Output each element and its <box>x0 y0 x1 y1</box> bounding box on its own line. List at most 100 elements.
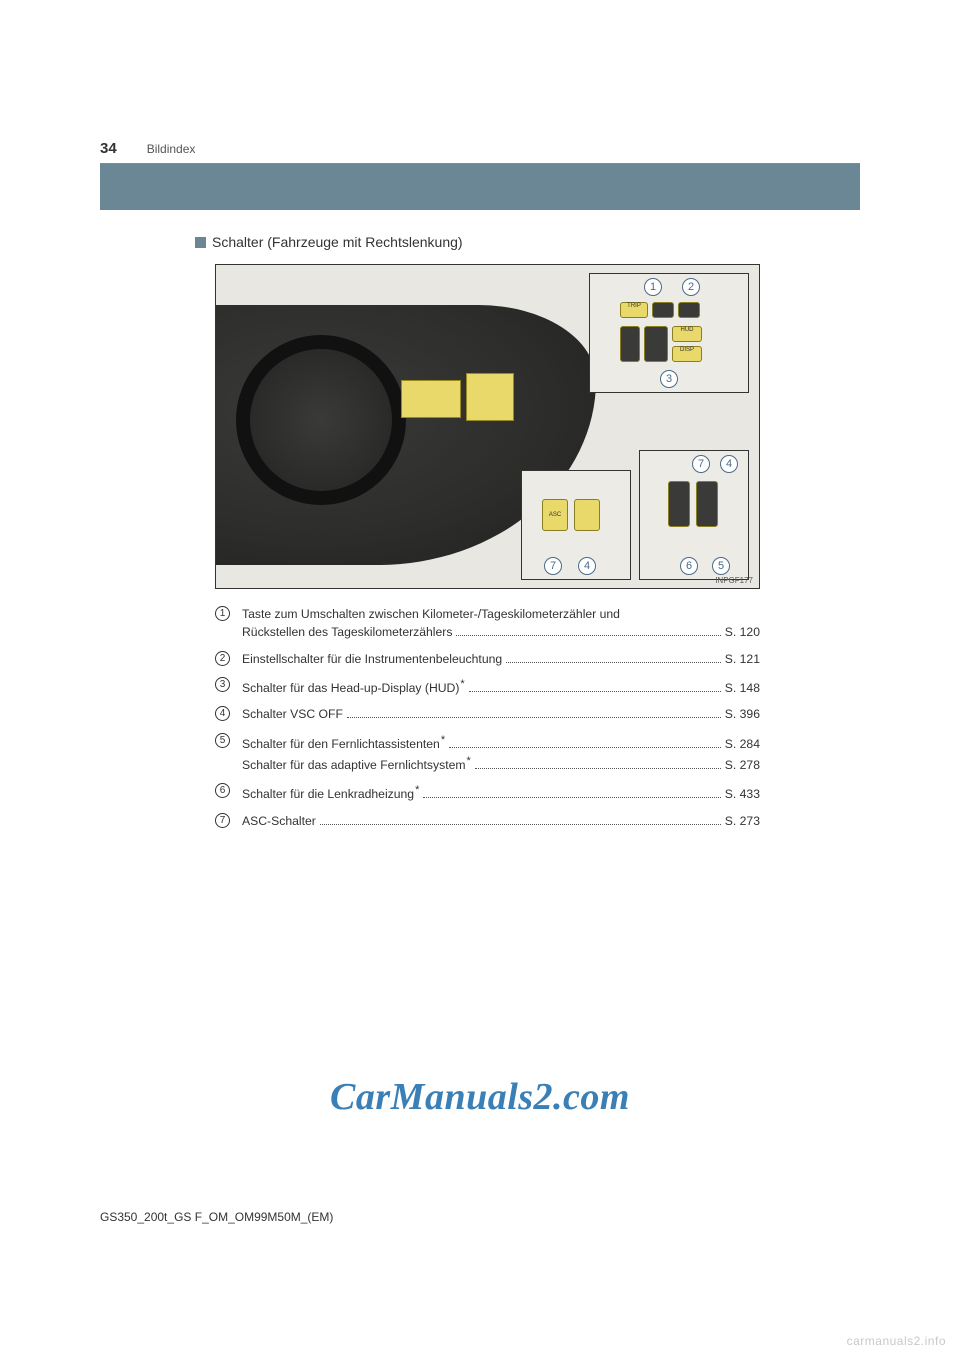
corner-watermark: carmanuals2.info <box>847 1334 946 1348</box>
index-item: 4 Schalter VSC OFF S. 396 <box>215 705 760 723</box>
callout-circle: 7 <box>692 455 710 473</box>
index-line: Schalter VSC OFF S. 396 <box>242 705 760 723</box>
footer-document-code: GS350_200t_GS F_OM_OM99M50M_(EM) <box>100 1210 333 1224</box>
index-line: ASC-Schalter S. 273 <box>242 812 760 830</box>
page-number: 34 <box>100 140 117 157</box>
index-body: Schalter für die Lenkradheizung* S. 433 <box>242 782 760 803</box>
vsc-off-button-icon <box>574 499 600 531</box>
switch-column-icon <box>668 481 690 527</box>
index-line: Schalter für den Fernlichtassistenten* S… <box>242 732 760 753</box>
index-number-circle: 1 <box>215 606 230 621</box>
callout-circle: 2 <box>682 278 700 296</box>
index-number-circle: 3 <box>215 677 230 692</box>
index-item: 1 Taste zum Umschalten zwischen Kilomete… <box>215 605 760 642</box>
footnote-star-icon: * <box>415 784 419 796</box>
index-text-inner: Schalter für das adaptive Fernlichtsyste… <box>242 758 466 772</box>
index-number-circle: 2 <box>215 651 230 666</box>
index-text-inner: Schalter für das Head-up-Display (HUD) <box>242 681 459 695</box>
footnote-star-icon: * <box>441 734 445 746</box>
index-line: Schalter für das adaptive Fernlichtsyste… <box>242 753 760 774</box>
footnote-star-icon: * <box>460 678 464 690</box>
index-body: Schalter für das Head-up-Display (HUD)* … <box>242 676 760 697</box>
callout-circle: 7 <box>544 557 562 575</box>
index-number-circle: 6 <box>215 783 230 798</box>
index-text-inner: Schalter für den Fernlichtassistenten <box>242 737 440 751</box>
leader-dots <box>347 717 721 718</box>
header-section-label: Bildindex <box>147 142 196 156</box>
footnote-star-icon: * <box>467 755 471 767</box>
index-page-ref: S. 433 <box>725 785 760 803</box>
dim-down-icon <box>652 302 674 318</box>
index-number-circle: 5 <box>215 733 230 748</box>
steering-wheel-icon <box>236 335 406 505</box>
callout-circle: 5 <box>712 557 730 575</box>
index-text: Schalter VSC OFF <box>242 705 343 723</box>
index-text: ASC-Schalter <box>242 812 316 830</box>
index-line: Rückstellen des Tageskilometerzählers S.… <box>242 623 760 641</box>
leader-dots <box>423 797 720 798</box>
index-item: 5 Schalter für den Fernlichtassistenten*… <box>215 732 760 775</box>
index-page-ref: S. 284 <box>725 735 760 753</box>
index-text: Schalter für den Fernlichtassistenten* <box>242 732 445 753</box>
index-line: Schalter für die Lenkradheizung* S. 433 <box>242 782 760 803</box>
index-body: Einstellschalter für die Instrumentenbel… <box>242 650 760 668</box>
dim-up-icon <box>678 302 700 318</box>
index-body: Schalter für den Fernlichtassistenten* S… <box>242 732 760 775</box>
index-item: 3 Schalter für das Head-up-Display (HUD)… <box>215 676 760 697</box>
leader-dots <box>469 691 721 692</box>
section-title: Schalter (Fahrzeuge mit Rechtslenkung) <box>195 234 860 250</box>
manual-page: 34 Bildindex Schalter (Fahrzeuge mit Rec… <box>100 140 860 838</box>
index-item: 2 Einstellschalter für die Instrumentenb… <box>215 650 760 668</box>
switch-column-icon <box>696 481 718 527</box>
hud-button-icon: HUD <box>672 326 702 342</box>
display-button-icon <box>644 326 668 362</box>
index-text-inner: Schalter für die Lenkradheizung <box>242 787 414 801</box>
index-text: Rückstellen des Tageskilometerzählers <box>242 623 452 641</box>
index-item: 7 ASC-Schalter S. 273 <box>215 812 760 830</box>
dashboard-figure: TRIP HUD DISP 1 2 3 ASC 7 4 7 4 6 5 I <box>215 264 760 589</box>
index-body: Schalter VSC OFF S. 396 <box>242 705 760 723</box>
asc-button-icon: ASC <box>542 499 568 531</box>
grey-header-bar <box>100 164 860 210</box>
callout-circle: 4 <box>578 557 596 575</box>
callout-panel-right: 7 4 6 5 <box>639 450 749 580</box>
trip-button-icon: TRIP <box>620 302 648 318</box>
index-page-ref: S. 120 <box>725 623 760 641</box>
index-item: 6 Schalter für die Lenkradheizung* S. 43… <box>215 782 760 803</box>
callout-circle: 6 <box>680 557 698 575</box>
index-page-ref: S. 273 <box>725 812 760 830</box>
disp-button-icon: DISP <box>672 346 702 362</box>
index-page-ref: S. 278 <box>725 756 760 774</box>
watermark-text: CarManuals2.com <box>330 1075 630 1119</box>
figure-code: INPGF177 <box>715 576 753 585</box>
callout-panel-left: ASC 7 4 <box>521 470 631 580</box>
index-number-circle: 7 <box>215 813 230 828</box>
index-line: Taste zum Umschalten zwischen Kilometer-… <box>242 605 760 623</box>
index-line: Schalter für das Head-up-Display (HUD)* … <box>242 676 760 697</box>
leader-dots <box>456 635 720 636</box>
page-header: 34 Bildindex <box>100 140 860 164</box>
leader-dots <box>320 824 721 825</box>
index-text: Schalter für die Lenkradheizung* <box>242 782 419 803</box>
index-page-ref: S. 121 <box>725 650 760 668</box>
index-page-ref: S. 396 <box>725 705 760 723</box>
highlight-panel <box>401 380 461 418</box>
highlight-panel <box>466 373 514 421</box>
index-body: ASC-Schalter S. 273 <box>242 812 760 830</box>
callout-circle: 4 <box>720 455 738 473</box>
index-number-circle: 4 <box>215 706 230 721</box>
index-text: Einstellschalter für die Instrumentenbel… <box>242 650 502 668</box>
index-text: Schalter für das Head-up-Display (HUD)* <box>242 676 465 697</box>
arrow-buttons-icon <box>620 326 640 362</box>
leader-dots <box>506 662 721 663</box>
index-text: Schalter für das adaptive Fernlichtsyste… <box>242 753 471 774</box>
index-line: Einstellschalter für die Instrumentenbel… <box>242 650 760 668</box>
callout-circle: 3 <box>660 370 678 388</box>
leader-dots <box>475 768 721 769</box>
index-text: Taste zum Umschalten zwischen Kilometer-… <box>242 605 620 623</box>
index-body: Taste zum Umschalten zwischen Kilometer-… <box>242 605 760 642</box>
callout-circle: 1 <box>644 278 662 296</box>
index-page-ref: S. 148 <box>725 679 760 697</box>
section-title-text: Schalter (Fahrzeuge mit Rechtslenkung) <box>212 234 463 250</box>
leader-dots <box>449 747 721 748</box>
